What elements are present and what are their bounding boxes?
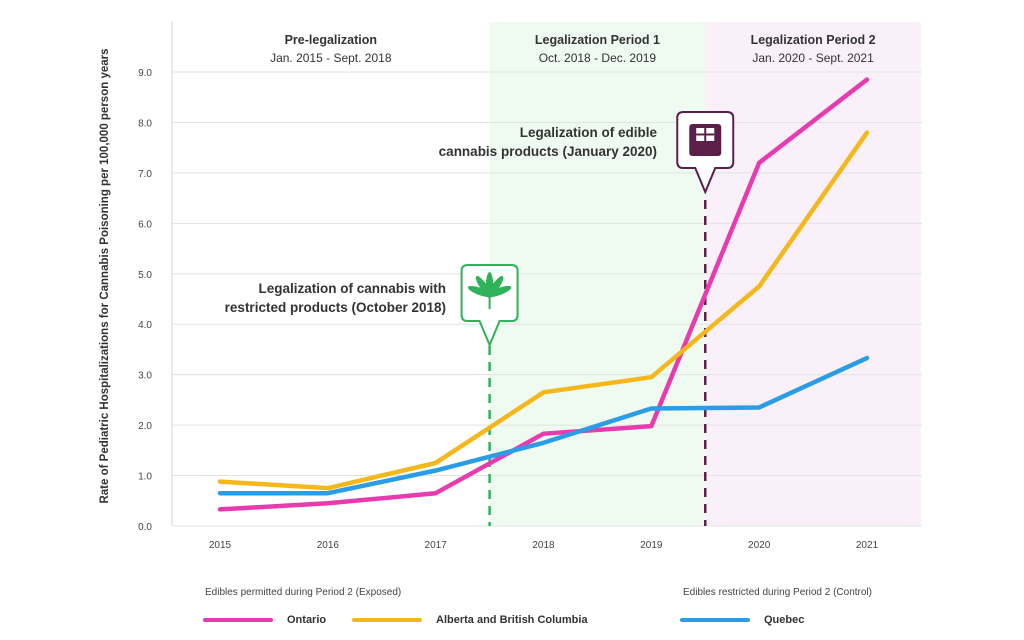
period-title: Legalization Period 1: [535, 33, 660, 47]
x-tick-label: 2015: [209, 540, 232, 551]
x-tick-label: 2016: [317, 540, 340, 551]
legend-item-ontario: Ontario: [203, 612, 326, 628]
leaf-stem: [488, 295, 491, 309]
period-dates: Oct. 2018 - Dec. 2019: [539, 51, 657, 65]
legend-item-quebec: Quebec: [680, 612, 804, 628]
y-tick-label: 1.0: [138, 472, 152, 483]
event-annotation: cannabis products (January 2020): [439, 144, 657, 159]
event-annotation: Legalization of cannabis with: [258, 281, 446, 296]
legend-item-alberta-bc: Alberta and British Columbia: [352, 612, 588, 628]
y-tick-label: 8.0: [138, 118, 152, 129]
y-tick-label: 3.0: [138, 371, 152, 382]
edible-package-icon: [676, 111, 735, 195]
y-tick-label: 9.0: [138, 68, 152, 79]
cannabis-leaf-icon: [460, 264, 519, 348]
legend-swatch-alberta-bc: [352, 618, 422, 622]
x-tick-label: 2019: [640, 540, 663, 551]
legend-label-quebec: Quebec: [764, 614, 805, 626]
legend-swatch-quebec: [680, 618, 750, 622]
legend-swatch-ontario: [203, 618, 273, 622]
y-tick-label: 6.0: [138, 219, 152, 230]
y-tick-label: 0.0: [138, 522, 152, 533]
event-annotation: restricted products (October 2018): [225, 300, 446, 315]
x-tick-label: 2018: [532, 540, 555, 551]
x-tick-label: 2021: [856, 540, 879, 551]
series-line-1: [217, 77, 870, 512]
series-line-2: [217, 130, 870, 491]
x-tick-label: 2020: [748, 540, 771, 551]
chart-area: Pre-legalization Jan. 2015 - Sept. 2018 Le…: [99, 22, 922, 551]
y-tick-label: 5.0: [138, 270, 152, 281]
period-title: Pre-legalization: [285, 33, 377, 47]
period-title: Legalization Period 2: [751, 33, 876, 47]
x-tick-label: 2017: [425, 540, 448, 551]
legend-heading-control: Edibles restricted during Period 2 (Cont…: [683, 587, 872, 598]
leaf-blade: [486, 285, 512, 298]
legend-label-ontario: Ontario: [287, 614, 327, 626]
y-tick-label: 4.0: [138, 320, 152, 331]
legend-heading-exposed: Edibles permitted during Period 2 (Expos…: [205, 587, 402, 598]
y-tick-label: 7.0: [138, 169, 152, 180]
series-line-3: [217, 355, 870, 496]
period-dates: Jan. 2015 - Sept. 2018: [270, 51, 392, 65]
line-chart: Pre-legalization Jan. 2015 - Sept. 2018 Le…: [99, 22, 922, 551]
y-tick-label: 2.0: [138, 421, 152, 432]
event-annotation: Legalization of edible: [520, 125, 658, 140]
period-dates: Jan. 2020 - Sept. 2021: [752, 51, 874, 65]
legend-label-alberta-bc: Alberta and British Columbia: [436, 614, 588, 626]
y-axis-title: Rate of Pediatric Hospitalizations for C…: [99, 48, 111, 503]
